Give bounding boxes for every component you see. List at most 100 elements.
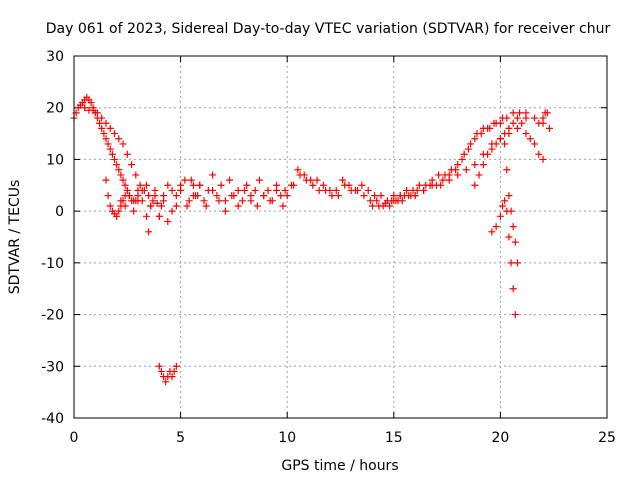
data-point: [475, 171, 483, 179]
data-point: [157, 202, 165, 210]
data-point: [113, 161, 121, 169]
data-point: [411, 192, 419, 200]
data-point: [226, 176, 234, 184]
data-point: [281, 186, 289, 194]
x-tick-labels: 0 5 10 15 20 25: [70, 430, 616, 446]
data-point: [390, 197, 398, 205]
data-point: [87, 99, 95, 107]
data-point: [160, 192, 168, 200]
data-point: [81, 104, 89, 112]
data-point: [505, 192, 513, 200]
data-point: [503, 207, 511, 215]
data-point: [164, 217, 172, 225]
data-point: [119, 140, 127, 148]
data-point: [375, 202, 383, 210]
data-point: [381, 199, 389, 207]
data-point: [93, 109, 101, 117]
data-point: [255, 176, 263, 184]
data-point: [106, 145, 114, 153]
data-point: [531, 114, 539, 122]
data-point: [445, 176, 453, 184]
data-point: [89, 106, 97, 114]
data-point: [366, 197, 374, 205]
data-point: [462, 166, 470, 174]
data-point: [509, 285, 517, 293]
data-point: [241, 186, 249, 194]
data-point: [172, 192, 180, 200]
data-point: [181, 176, 189, 184]
data-point: [545, 124, 553, 132]
data-point: [535, 150, 543, 158]
data-point: [168, 373, 176, 381]
data-point: [273, 186, 281, 194]
data-point: [151, 186, 159, 194]
data-point: [228, 192, 236, 200]
data-point: [115, 166, 123, 174]
data-point: [511, 311, 519, 319]
y-tick-label: -10: [41, 256, 64, 272]
data-point: [522, 114, 530, 122]
data-point: [155, 212, 163, 220]
data-point: [106, 124, 114, 132]
data-point: [125, 192, 133, 200]
data-point: [396, 192, 404, 200]
data-point: [102, 176, 110, 184]
data-point: [499, 114, 507, 122]
x-tick-label: 5: [176, 430, 185, 446]
data-point: [503, 166, 511, 174]
data-point: [121, 181, 129, 189]
data-point: [539, 155, 547, 163]
data-point: [189, 181, 197, 189]
data-point: [168, 207, 176, 215]
data-point: [513, 114, 521, 122]
data-point: [458, 155, 466, 163]
data-point: [277, 192, 285, 200]
data-point: [531, 140, 539, 148]
data-point: [251, 186, 259, 194]
data-point: [428, 181, 436, 189]
data-point: [172, 202, 180, 210]
data-point: [509, 223, 517, 231]
data-point: [238, 197, 246, 205]
data-point: [501, 130, 509, 138]
data-point: [111, 130, 119, 138]
data-point: [484, 150, 492, 158]
data-point: [221, 197, 229, 205]
y-tick-label: 10: [46, 152, 64, 168]
data-point: [115, 207, 123, 215]
data-point: [108, 150, 116, 158]
data-point: [98, 114, 106, 122]
data-point: [102, 119, 110, 127]
data-point: [471, 181, 479, 189]
data-point: [377, 192, 385, 200]
x-tick-label: 10: [278, 430, 296, 446]
data-point: [313, 176, 321, 184]
data-point: [435, 171, 443, 179]
data-point: [128, 161, 136, 169]
data-point: [187, 176, 195, 184]
data-point: [294, 166, 302, 174]
data-point: [196, 181, 204, 189]
data-point: [464, 145, 472, 153]
data-point: [307, 176, 315, 184]
data-point: [422, 181, 430, 189]
data-point: [279, 202, 287, 210]
y-tick-label: -30: [41, 359, 64, 375]
data-point: [447, 166, 455, 174]
data-point: [332, 186, 340, 194]
data-point: [104, 140, 112, 148]
data-point: [177, 186, 185, 194]
data-point: [360, 192, 368, 200]
data-point: [247, 197, 255, 205]
data-point: [345, 181, 353, 189]
data-point: [473, 130, 481, 138]
data-point: [157, 367, 165, 375]
data-point: [113, 212, 121, 220]
data-point: [183, 202, 191, 210]
data-point: [415, 181, 423, 189]
data-point: [213, 192, 221, 200]
data-point: [339, 176, 347, 184]
data-point: [142, 181, 150, 189]
data-point: [373, 197, 381, 205]
